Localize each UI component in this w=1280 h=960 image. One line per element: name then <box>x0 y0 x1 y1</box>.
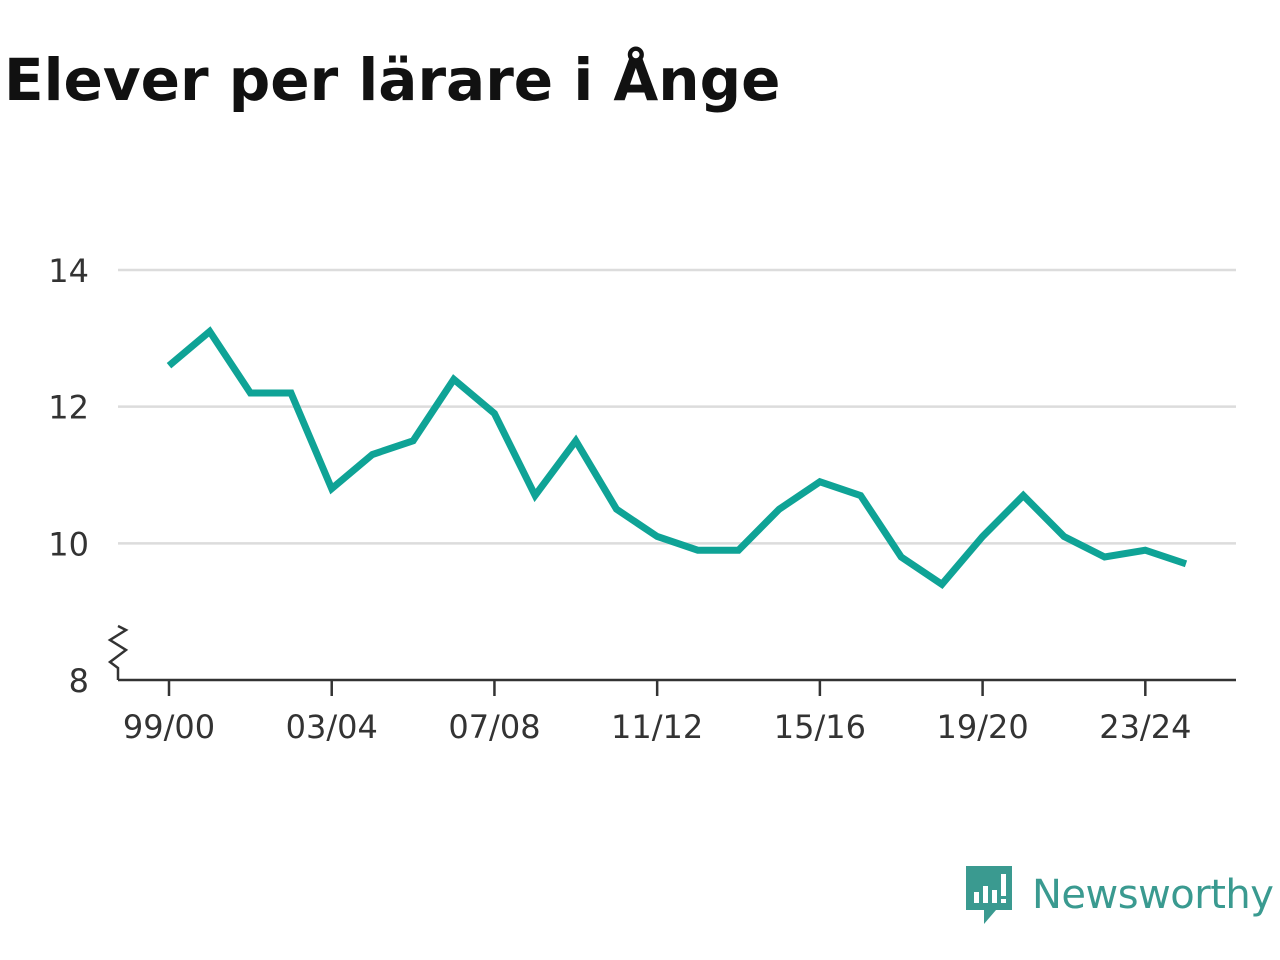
y-tick-label-12: 12 <box>48 389 89 427</box>
chart-title: Elever per lärare i Ånge <box>4 46 781 114</box>
x-tick-label-11-12: 11/12 <box>611 708 703 746</box>
x-tick-label-19-20: 19/20 <box>936 708 1028 746</box>
newsworthy-logo-icon <box>966 866 1012 924</box>
brand-name: Newsworthy <box>1032 872 1274 918</box>
x-tick-label-07-08: 07/08 <box>448 708 540 746</box>
x-tick-label-23-24: 23/24 <box>1099 708 1191 746</box>
gridlines <box>118 268 1236 545</box>
y-tick-label-10: 10 <box>48 525 89 563</box>
axes: 8 10 12 14 99/00 03/04 07/08 11/12 15/16 19/20 23/… <box>48 252 1236 746</box>
x-tick-label-03-04: 03/04 <box>286 708 378 746</box>
brand: Newsworthy <box>964 864 1274 926</box>
series-line-0 <box>166 326 1188 589</box>
x-tick-label-15-16: 15/16 <box>774 708 866 746</box>
x-tick-label-99-00: 99/00 <box>123 708 215 746</box>
series <box>166 326 1188 589</box>
y-axis-break <box>107 624 129 680</box>
y-tick-label-14: 14 <box>48 252 89 290</box>
y-tick-label-8: 8 <box>69 662 89 700</box>
